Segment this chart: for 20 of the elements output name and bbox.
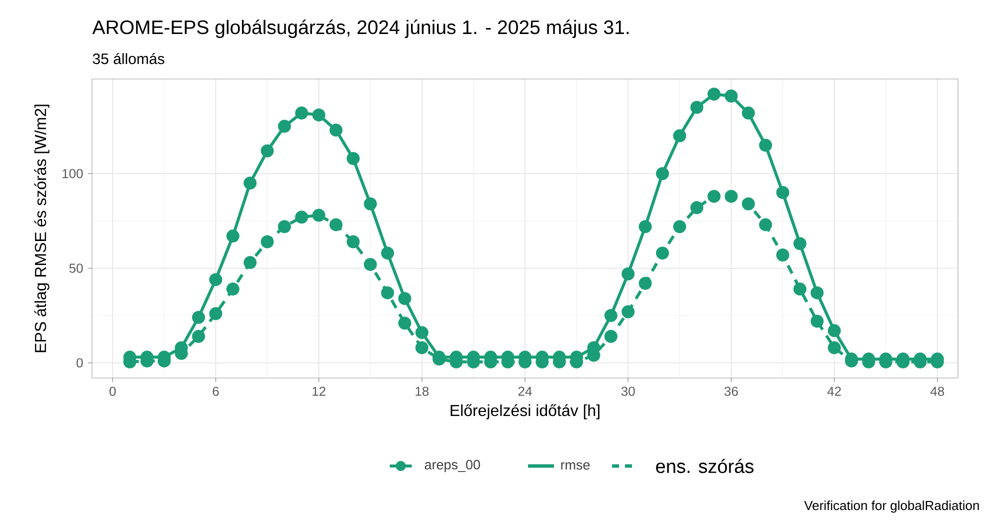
x-axis-title: Előrejelzési időtáv [h] <box>450 404 600 420</box>
x-tick-label: 12 <box>312 386 326 396</box>
chart-subtitle: 35 állomás <box>92 52 164 64</box>
y-axis-title: EPS átlag RMSE és szórás [W/m2] <box>34 104 50 352</box>
text: Verification for globalRadiation <box>804 500 979 513</box>
legend-title: areps_00 <box>424 460 480 472</box>
x-tick-label: 0 <box>110 386 116 396</box>
legend-label: ens. szórás <box>656 458 754 474</box>
y-tick-label: 0 <box>76 358 83 368</box>
x-tick-label: 48 <box>930 386 944 396</box>
x-tick-label: 36 <box>724 386 738 396</box>
x-tick-label: 6 <box>212 386 219 396</box>
x-tick-label: 24 <box>518 386 532 396</box>
legend-label: rmse <box>561 462 590 470</box>
y-tick-label: 50 <box>69 264 83 273</box>
x-tick-label: 18 <box>416 386 429 396</box>
x-tick-label: 30 <box>621 386 635 396</box>
chart-title: AROME-EPS globálsugárzás, 2024 június 1. - 2025 május 31. <box>92 20 629 38</box>
x-tick-label: 42 <box>827 386 841 396</box>
y-tick-label: 100 <box>62 169 83 178</box>
